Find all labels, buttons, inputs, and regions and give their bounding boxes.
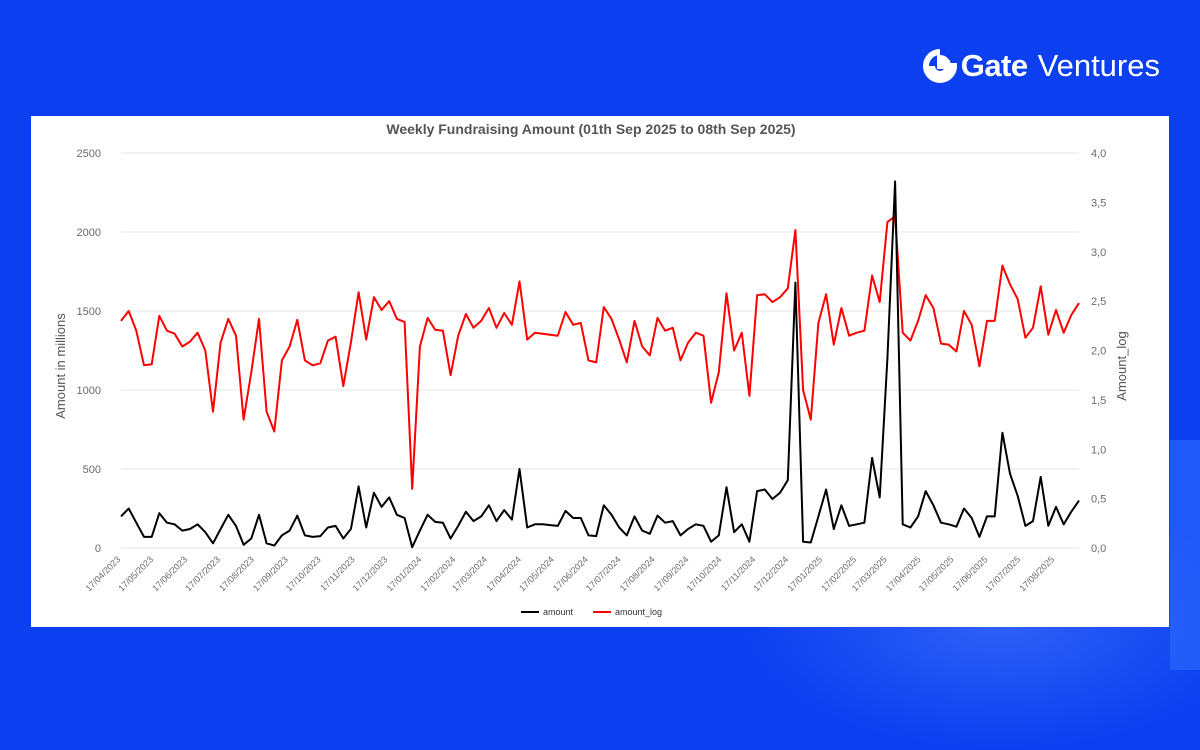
- x-tick-label: 17/12/2024: [751, 554, 790, 593]
- x-tick-label: 17/12/2023: [351, 554, 390, 593]
- brand-name-light: Ventures: [1037, 48, 1160, 83]
- y-tick-label: 0: [95, 543, 101, 555]
- y-tick-label: 2000: [77, 227, 101, 239]
- y2-tick-label: 3,0: [1091, 247, 1106, 259]
- y2-tick-label: 4,0: [1091, 148, 1106, 160]
- legend-item-amount-log: amount_log: [593, 607, 662, 617]
- y2-axis-ticks: 0,0 0,5 1,0 1,5 2,0 2,5 3,0 3,5 4,0: [1091, 148, 1106, 555]
- series-line-amount: [120, 180, 1080, 549]
- legend: amount amount_log: [521, 607, 662, 617]
- y-axis-title: Amount in millions: [53, 313, 68, 419]
- gate-logo-icon: [922, 49, 957, 83]
- x-tick-label: 17/05/2025: [917, 554, 956, 593]
- x-tick-label: 17/01/2024: [385, 554, 424, 593]
- x-tick-label: 17/01/2025: [785, 554, 824, 593]
- y2-tick-label: 2,5: [1091, 296, 1106, 308]
- x-tick-label: 17/07/2023: [183, 554, 222, 593]
- x-tick-label: 17/08/2023: [217, 554, 256, 593]
- x-tick-label: 17/08/2025: [1017, 554, 1056, 593]
- brand-name-bold: Gate: [960, 48, 1028, 83]
- background-band: [1170, 440, 1200, 670]
- y2-tick-label: 0,0: [1091, 543, 1106, 555]
- gridlines: [121, 152, 1079, 549]
- legend-label: amount: [543, 607, 574, 617]
- y2-tick-label: 1,0: [1091, 444, 1106, 456]
- x-tick-label: 17/10/2023: [284, 554, 323, 593]
- x-tick-label: 17/07/2025: [983, 554, 1022, 593]
- x-tick-label: 17/05/2024: [517, 554, 556, 593]
- legend-item-amount: amount: [521, 607, 574, 617]
- y-tick-label: 1500: [77, 306, 101, 318]
- x-tick-label: 17/07/2024: [584, 554, 623, 593]
- y2-axis-title: Amount_log: [1114, 331, 1129, 400]
- chart-card: Weekly Fundraising Amount (01th Sep 2025…: [31, 116, 1169, 627]
- y2-tick-label: 0,5: [1091, 494, 1106, 506]
- x-tick-label: 17/10/2024: [685, 554, 724, 593]
- series-line-amount-log: [120, 215, 1080, 490]
- legend-label: amount_log: [615, 607, 662, 617]
- x-axis-ticks: 17/04/202317/05/202317/06/202317/07/2023…: [83, 554, 1056, 593]
- chart-title: Weekly Fundraising Amount (01th Sep 2025…: [386, 121, 795, 137]
- y-tick-label: 500: [83, 464, 101, 476]
- fundraising-chart: Weekly Fundraising Amount (01th Sep 2025…: [53, 121, 1129, 617]
- y2-tick-label: 2,0: [1091, 346, 1106, 358]
- x-tick-label: 17/05/2023: [116, 554, 155, 593]
- brand-logo: Gate Ventures: [922, 46, 1160, 86]
- y-axis-ticks: 0 500 1000 1500 2000 2500: [77, 148, 101, 555]
- y-tick-label: 1000: [77, 385, 101, 397]
- x-tick-label: 17/08/2024: [618, 554, 657, 593]
- y-tick-label: 2500: [77, 148, 101, 160]
- series-lines: [120, 180, 1080, 549]
- y2-tick-label: 3,5: [1091, 197, 1106, 209]
- y2-tick-label: 1,5: [1091, 395, 1106, 407]
